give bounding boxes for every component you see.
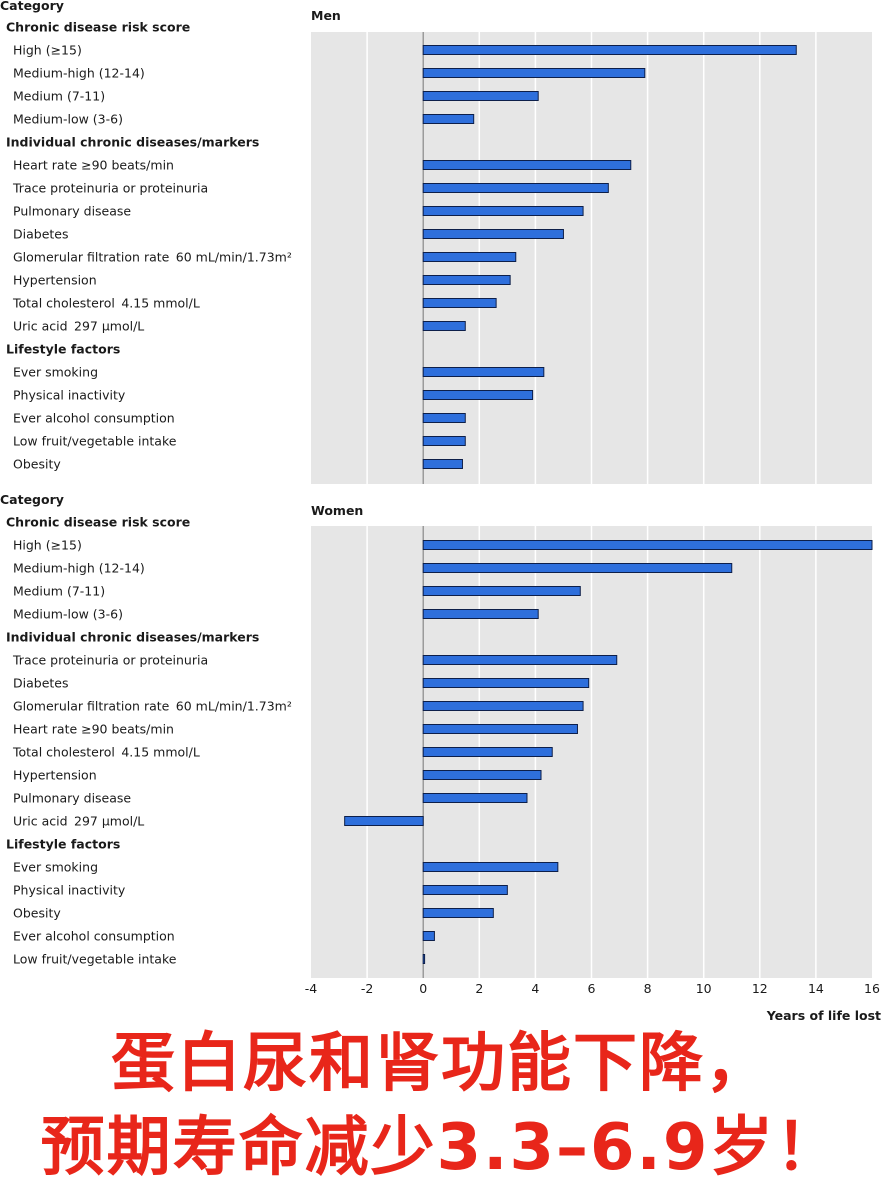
- men-category-label: Hypertension: [13, 273, 97, 288]
- headline-line-2: 预期寿命减少3.3–6.9岁！: [40, 1111, 842, 1185]
- men-bar: [422, 91, 539, 101]
- men-bar: [422, 229, 564, 239]
- women-category-label: Heart rate ≥90 beats/min: [13, 722, 174, 737]
- men-category-label: Physical inactivity: [13, 388, 126, 403]
- women-category-label: Diabetes: [13, 676, 69, 691]
- x-tick-label: -4: [305, 981, 318, 996]
- women-bar: [422, 655, 618, 665]
- women-group-header: Lifestyle factors: [6, 837, 120, 852]
- men-bar: [422, 436, 466, 446]
- women-bar: [422, 770, 542, 780]
- men-category-label: High (≥15): [13, 43, 82, 58]
- men-category-label: Low fruit/vegetable intake: [13, 434, 177, 449]
- men-bar: [422, 275, 511, 285]
- men-group-header: Individual chronic diseases/markers: [6, 135, 259, 150]
- women-category-label: Obesity: [13, 906, 61, 921]
- women-bar: [422, 954, 426, 964]
- men-bar: [422, 413, 466, 423]
- women-panel-title: Women: [311, 503, 363, 518]
- men-bar: [422, 390, 534, 400]
- men-bar: [422, 298, 497, 308]
- women-category-label: Physical inactivity: [13, 883, 126, 898]
- x-tick-label: 4: [531, 981, 539, 996]
- women-bar: [344, 816, 424, 826]
- x-axis-label: Years of life lost: [766, 1008, 881, 1020]
- women-bar: [422, 885, 508, 895]
- x-tick-label: 10: [696, 981, 712, 996]
- men-category-label: Heart rate ≥90 beats/min: [13, 158, 174, 173]
- women-group-header: Individual chronic diseases/markers: [6, 630, 259, 645]
- x-tick-label: -2: [361, 981, 373, 996]
- men-bar: [422, 252, 517, 262]
- women-bar: [422, 586, 581, 596]
- men-category-label: Trace proteinuria or proteinuria: [12, 181, 208, 196]
- x-tick-label: 2: [475, 981, 483, 996]
- life-years-lost-chart: Category Men Chronic disease risk score Hig…: [0, 0, 881, 1020]
- women-bar: [422, 862, 559, 872]
- men-bar: [422, 367, 545, 377]
- women-bar: [422, 931, 435, 941]
- women-category-label: Trace proteinuria or proteinuria: [12, 653, 208, 668]
- women-category-label: Medium-high (12-14): [13, 561, 145, 576]
- men-group-header: Chronic disease risk score: [6, 20, 190, 35]
- men-bar: [422, 459, 463, 469]
- women-bar: [422, 540, 873, 550]
- men-category-label: Total cholesterol 4.15 mmol/L: [12, 296, 200, 311]
- women-category-label: Uric acid 297 µmol/L: [13, 814, 144, 829]
- women-bar: [422, 724, 578, 734]
- men-panel-title: Men: [311, 8, 341, 23]
- men-bar: [422, 183, 609, 193]
- women-bar: [422, 908, 494, 918]
- women-bar: [422, 563, 733, 573]
- men-bar: [422, 321, 466, 331]
- men-bar: [422, 114, 475, 124]
- women-category-label: Medium-low (3-6): [13, 607, 123, 622]
- women-bar: [422, 701, 584, 711]
- women-category-label: Medium (7-11): [13, 584, 105, 599]
- x-tick-label: 0: [419, 981, 427, 996]
- men-bar: [422, 45, 797, 55]
- women-group-header: Chronic disease risk score: [6, 515, 190, 530]
- x-tick-label: 8: [644, 981, 652, 996]
- men-category-label: Glomerular filtration rate 60 mL/min/1.7…: [13, 250, 292, 265]
- x-tick-label: 12: [752, 981, 768, 996]
- men-category-label: Ever smoking: [13, 365, 98, 380]
- men-category-label: Diabetes: [13, 227, 69, 242]
- men-category-label: Medium-high (12-14): [13, 66, 145, 81]
- men-bar: [422, 160, 632, 170]
- men-category-label: Medium (7-11): [13, 89, 105, 104]
- x-tick-label: 6: [588, 981, 596, 996]
- women-bar: [422, 609, 539, 619]
- men-category-label: Uric acid 297 µmol/L: [13, 319, 144, 334]
- women-bar: [422, 747, 553, 757]
- men-category-label: Pulmonary disease: [13, 204, 131, 219]
- men-bar: [422, 206, 584, 216]
- women-category-label: Hypertension: [13, 768, 97, 783]
- x-tick-label: 16: [864, 981, 880, 996]
- women-category-header: Category: [0, 492, 64, 507]
- women-category-label: Low fruit/vegetable intake: [13, 952, 177, 967]
- headline-line-1: 蛋白尿和肾功能下降，: [111, 1027, 771, 1101]
- women-bar: [422, 793, 528, 803]
- women-bar: [422, 678, 590, 688]
- women-category-label: Ever smoking: [13, 860, 98, 875]
- men-category-header: Category: [0, 0, 64, 13]
- women-category-label: Ever alcohol consumption: [13, 929, 175, 944]
- women-category-label: High (≥15): [13, 538, 82, 553]
- x-tick-label: 14: [808, 981, 824, 996]
- men-bar: [422, 68, 646, 78]
- women-category-label: Glomerular filtration rate 60 mL/min/1.7…: [13, 699, 292, 714]
- men-category-label: Ever alcohol consumption: [13, 411, 175, 426]
- men-group-header: Lifestyle factors: [6, 342, 120, 357]
- men-category-label: Obesity: [13, 457, 61, 472]
- men-category-label: Medium-low (3-6): [13, 112, 123, 127]
- women-category-label: Pulmonary disease: [13, 791, 131, 806]
- women-category-label: Total cholesterol 4.15 mmol/L: [12, 745, 200, 760]
